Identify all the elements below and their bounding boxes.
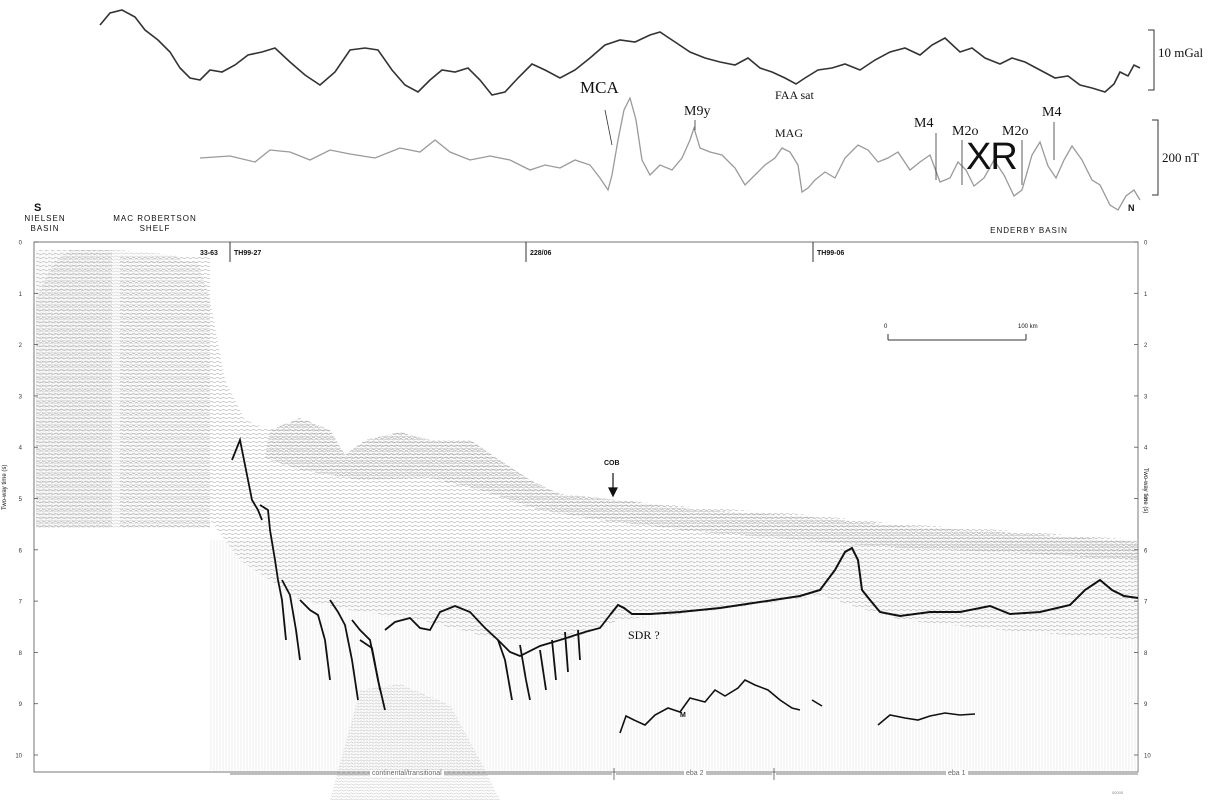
left-tick-label: 1	[19, 292, 23, 298]
right-tick-label: 2	[1144, 343, 1148, 349]
zone-continental-label: continental/transitional	[370, 770, 444, 777]
right-tick-label: 3	[1144, 394, 1148, 400]
left-tick-label: 2	[19, 343, 23, 349]
right-tick-label: 0	[1144, 241, 1148, 247]
enderby-basin-label: ENDERBY BASIN	[972, 226, 1086, 236]
right-tick-label: 10	[1144, 754, 1151, 760]
line-label-228-06: 228/06	[530, 250, 551, 257]
magnetic-scale-label: 200 nT	[1162, 150, 1199, 166]
right-tick-label: 1	[1144, 292, 1148, 298]
shelf-top	[36, 250, 210, 528]
m9y-label: M9y	[684, 104, 710, 120]
line-label-33-63: 33-63	[200, 250, 218, 257]
gravity-scale-label: 10 mGal	[1158, 45, 1203, 61]
m-reflector-label: M	[680, 712, 686, 719]
sdr-label: SDR ?	[628, 628, 660, 643]
south-label: S	[34, 202, 41, 214]
left-tick-label: 10	[15, 754, 22, 760]
right-tick-label: 8	[1144, 651, 1148, 657]
mca-label: MCA	[580, 78, 619, 98]
line-markers	[230, 242, 813, 262]
right-tick-label: 7	[1144, 600, 1148, 606]
right-axis-title: Two-way time (s)	[1142, 468, 1148, 513]
left-tick-label: 6	[19, 548, 23, 554]
left-tick-label: 7	[19, 600, 23, 606]
m4-right-label: M4	[1042, 105, 1061, 121]
right-tick-label: 4	[1144, 446, 1148, 452]
left-tick-label: 8	[19, 651, 23, 657]
scale-bar-start: 0	[884, 324, 887, 330]
mac-robertson-label: MAC ROBERTSON SHELF	[98, 214, 212, 234]
left-axis-ticks: 01234567891011	[15, 241, 38, 800]
cob-arrow	[609, 473, 617, 496]
xr-label: XR	[966, 136, 1017, 179]
left-tick-label: 9	[19, 702, 23, 708]
left-tick-label: 4	[19, 446, 23, 452]
left-tick-label: 0	[19, 241, 23, 247]
right-tick-label: 9	[1144, 702, 1148, 708]
cob-label: COB	[604, 460, 620, 467]
zone-eba1-label: eba 1	[946, 770, 968, 777]
corner-code: 00005	[1112, 790, 1123, 795]
scale-brackets	[1148, 30, 1158, 195]
scale-bar-end: 100 km	[1018, 324, 1038, 330]
mag-label: MAG	[775, 126, 803, 141]
nielsen-basin-label: NIELSEN BASIN	[12, 214, 78, 234]
line-label-th99-27: TH99-27	[234, 250, 261, 257]
line-label-th99-06: TH99-06	[817, 250, 844, 257]
gravity-curve	[100, 10, 1140, 95]
north-label: N	[1128, 203, 1135, 213]
scale-bar	[888, 334, 1026, 340]
right-tick-label: 6	[1144, 548, 1148, 554]
left-axis-title: Two-way time (s)	[2, 465, 8, 510]
gravity-curve-label: FAA sat	[775, 88, 814, 103]
left-tick-label: 5	[19, 497, 23, 503]
left-tick-label: 3	[19, 394, 23, 400]
m4-left-label: M4	[914, 116, 933, 132]
zone-eba2-label: eba 2	[684, 770, 706, 777]
